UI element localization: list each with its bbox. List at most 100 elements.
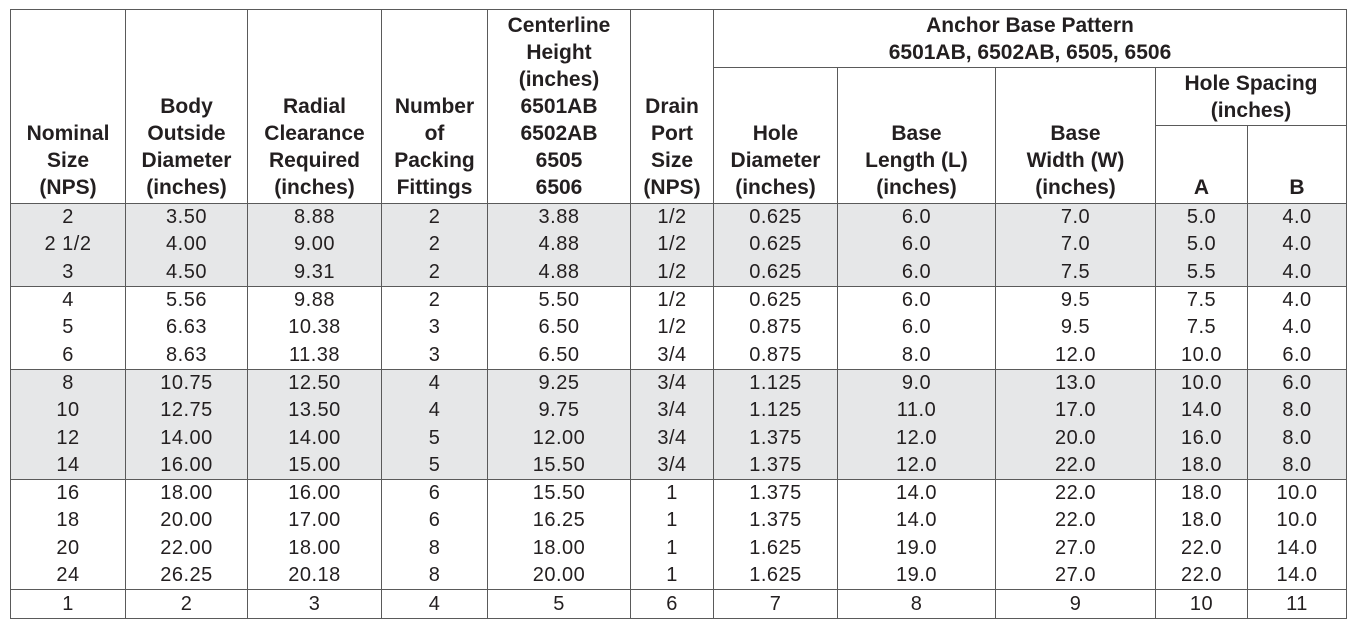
cell-drain-port: 1 [630,561,714,590]
cell-centerline-height: 9.75 [487,397,631,425]
table-row: 5 6.63 10.38 3 6.50 1/2 0.875 6.0 9.5 7.5 4.0 [10,314,1347,342]
cell-body-od: 10.75 [125,368,248,398]
cell-base-width: 27.0 [995,561,1156,590]
cell-packing-fittings: 4 [381,368,488,398]
table-row: 4 5.56 9.88 2 5.50 1/2 0.625 6.0 9.5 7.5 4.0 [10,285,1347,315]
cell-hole-spacing-a: 5.5 [1155,258,1248,287]
cell-centerline-height: 20.00 [487,561,631,590]
cell-drain-port: 1/2 [630,285,714,315]
cell-body-od: 20.00 [125,507,248,535]
cell-hole-diameter: 1.625 [713,534,838,562]
cell-radial-clearance: 8.88 [247,203,382,232]
column-number: 2 [125,589,248,620]
cell-drain-port: 3/4 [630,341,714,370]
cell-drain-port: 1/2 [630,231,714,259]
cell-body-od: 4.00 [125,231,248,259]
header-hole-diameter: Hole Diameter (inches) [713,67,838,204]
cell-radial-clearance: 10.38 [247,314,382,342]
cell-packing-fittings: 4 [381,397,488,425]
header-packing-fittings: Number of Packing Fittings [381,9,488,204]
cell-centerline-height: 3.88 [487,203,631,232]
cell-packing-fittings: 2 [381,285,488,315]
cell-base-length: 6.0 [837,231,996,259]
cell-centerline-height: 16.25 [487,507,631,535]
cell-body-od: 3.50 [125,203,248,232]
header-body-outside-diameter: Body Outside Diameter (inches) [125,9,248,204]
column-number: 8 [837,589,996,620]
cell-hole-spacing-b: 14.0 [1247,534,1347,562]
cell-packing-fittings: 3 [381,314,488,342]
cell-radial-clearance: 11.38 [247,341,382,370]
table-row: 6 8.63 11.38 3 6.50 3/4 0.875 8.0 12.0 10.0 6.0 [10,341,1347,370]
cell-centerline-height: 5.50 [487,285,631,315]
cell-base-length: 8.0 [837,341,996,370]
cell-base-width: 13.0 [995,368,1156,398]
cell-body-od: 5.56 [125,285,248,315]
cell-base-length: 6.0 [837,258,996,287]
cell-base-width: 27.0 [995,534,1156,562]
cell-radial-clearance: 18.00 [247,534,382,562]
cell-hole-spacing-a: 10.0 [1155,368,1248,398]
cell-centerline-height: 4.88 [487,231,631,259]
cell-body-od: 26.25 [125,561,248,590]
cell-hole-spacing-b: 4.0 [1247,203,1347,232]
cell-hole-spacing-b: 4.0 [1247,314,1347,342]
cell-nominal-size: 12 [10,424,126,452]
cell-hole-diameter: 1.375 [713,507,838,535]
column-number: 9 [995,589,1156,620]
cell-radial-clearance: 12.50 [247,368,382,398]
cell-nominal-size: 16 [10,478,126,508]
cell-radial-clearance: 14.00 [247,424,382,452]
header-spacing-b: B [1247,125,1347,204]
cell-nominal-size: 5 [10,314,126,342]
cell-base-length: 12.0 [837,451,996,480]
table-row: 12 14.00 14.00 5 12.00 3/4 1.375 12.0 20.0 16.0 8.… [10,424,1347,452]
cell-base-width: 22.0 [995,478,1156,508]
cell-radial-clearance: 17.00 [247,507,382,535]
cell-hole-spacing-a: 5.0 [1155,231,1248,259]
cell-body-od: 22.00 [125,534,248,562]
cell-body-od: 18.00 [125,478,248,508]
cell-radial-clearance: 13.50 [247,397,382,425]
header-drain-port-size: Drain Port Size (NPS) [630,9,714,204]
table-row: 20 22.00 18.00 8 18.00 1 1.625 19.0 27.0 22.0 14.0 [10,534,1347,562]
column-number: 1 [10,589,126,620]
cell-drain-port: 1 [630,534,714,562]
table-row: 3 4.50 9.31 2 4.88 1/2 0.625 6.0 7.5 5.5 4.0 [10,258,1347,287]
header-base-width: Base Width (W) (inches) [995,67,1156,204]
column-number: 11 [1247,589,1347,620]
cell-hole-spacing-b: 4.0 [1247,231,1347,259]
cell-hole-diameter: 1.375 [713,424,838,452]
cell-hole-diameter: 0.875 [713,314,838,342]
cell-base-length: 6.0 [837,285,996,315]
cell-body-od: 14.00 [125,424,248,452]
column-number: 4 [381,589,488,620]
cell-base-width: 12.0 [995,341,1156,370]
table-row: 18 20.00 17.00 6 16.25 1 1.375 14.0 22.0 18.0 10.0 [10,507,1347,535]
cell-hole-diameter: 1.125 [713,368,838,398]
table-row: 10 12.75 13.50 4 9.75 3/4 1.125 11.0 17.0 14.0 8.0 [10,397,1347,425]
cell-hole-spacing-a: 18.0 [1155,507,1248,535]
table-row: 8 10.75 12.50 4 9.25 3/4 1.125 9.0 13.0 10.0 6.0 [10,368,1347,398]
cell-hole-diameter: 0.625 [713,285,838,315]
cell-base-length: 6.0 [837,203,996,232]
column-number: 7 [713,589,838,620]
cell-hole-spacing-b: 6.0 [1247,341,1347,370]
cell-hole-diameter: 0.625 [713,258,838,287]
cell-packing-fittings: 6 [381,507,488,535]
cell-nominal-size: 2 [10,203,126,232]
cell-packing-fittings: 2 [381,203,488,232]
cell-hole-spacing-a: 7.5 [1155,285,1248,315]
cell-drain-port: 1 [630,507,714,535]
cell-base-width: 7.5 [995,258,1156,287]
cell-base-width: 7.0 [995,231,1156,259]
cell-hole-spacing-b: 10.0 [1247,478,1347,508]
cell-hole-diameter: 1.125 [713,397,838,425]
cell-packing-fittings: 2 [381,258,488,287]
cell-drain-port: 1/2 [630,314,714,342]
table-row: 14 16.00 15.00 5 15.50 3/4 1.375 12.0 22.0 18.0 8.… [10,451,1347,480]
cell-base-length: 11.0 [837,397,996,425]
cell-hole-diameter: 0.625 [713,231,838,259]
cell-drain-port: 3/4 [630,368,714,398]
column-number: 3 [247,589,382,620]
